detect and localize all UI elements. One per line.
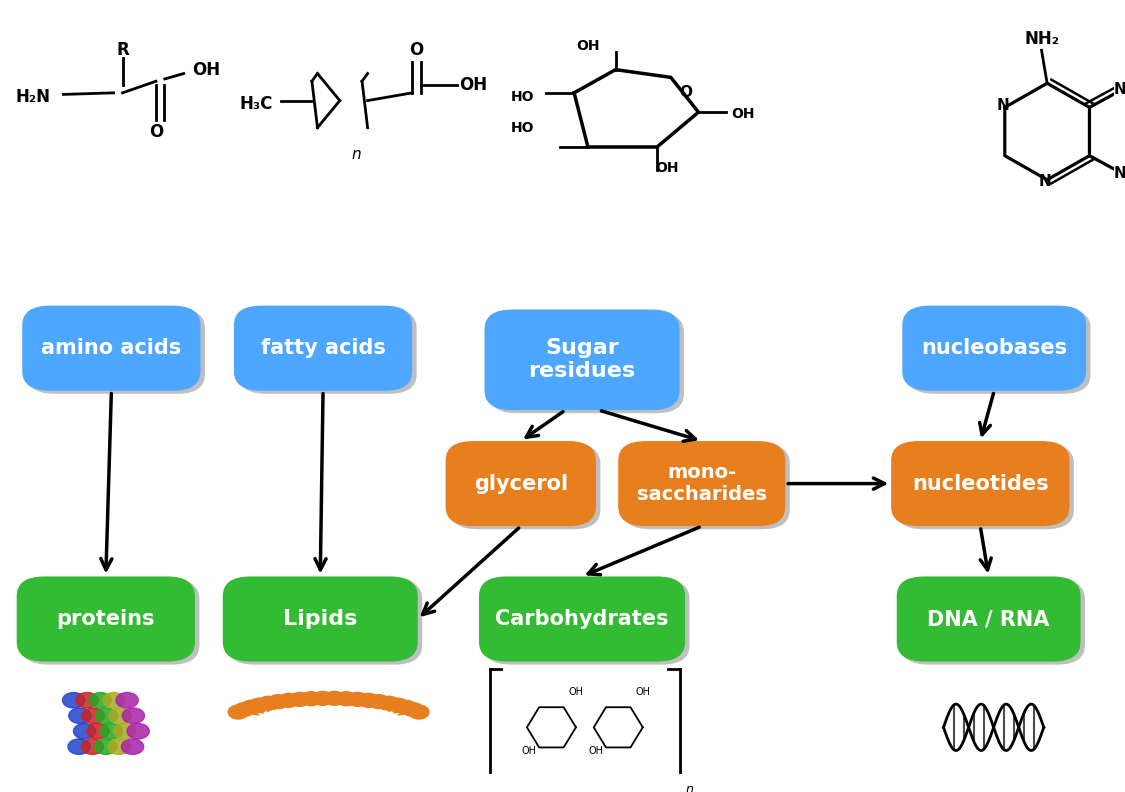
FancyBboxPatch shape [22, 306, 200, 390]
FancyBboxPatch shape [479, 577, 685, 661]
Text: HO: HO [511, 120, 534, 135]
Circle shape [324, 691, 344, 706]
Text: OH: OH [588, 746, 603, 756]
Text: OH: OH [731, 107, 755, 121]
Text: N: N [1114, 82, 1125, 97]
FancyBboxPatch shape [485, 310, 680, 410]
FancyBboxPatch shape [484, 580, 690, 664]
Text: N: N [1114, 166, 1125, 181]
FancyBboxPatch shape [238, 309, 416, 394]
Circle shape [250, 698, 269, 712]
Text: HO: HO [511, 89, 534, 104]
Text: Lipids: Lipids [284, 609, 358, 629]
Text: OH: OH [656, 162, 680, 175]
FancyBboxPatch shape [623, 444, 790, 529]
Circle shape [313, 691, 333, 706]
Text: OH: OH [459, 76, 487, 94]
Circle shape [94, 739, 117, 755]
Circle shape [63, 692, 84, 708]
Circle shape [122, 739, 144, 755]
Circle shape [116, 692, 138, 708]
Circle shape [241, 700, 261, 714]
Circle shape [348, 692, 368, 706]
Circle shape [68, 739, 90, 755]
Text: n: n [352, 147, 361, 162]
FancyBboxPatch shape [897, 577, 1080, 661]
Circle shape [379, 696, 399, 710]
Circle shape [234, 703, 254, 717]
Text: amino acids: amino acids [42, 338, 181, 358]
Text: N: N [997, 98, 1009, 113]
Text: nucleobases: nucleobases [921, 338, 1068, 358]
FancyBboxPatch shape [21, 580, 199, 664]
Circle shape [289, 692, 309, 706]
Circle shape [302, 691, 321, 706]
Circle shape [403, 703, 423, 717]
Text: N: N [1038, 174, 1052, 189]
Text: OH: OH [636, 687, 650, 697]
Text: OH: OH [522, 746, 537, 756]
FancyBboxPatch shape [907, 309, 1090, 394]
Circle shape [82, 708, 105, 723]
FancyBboxPatch shape [234, 306, 412, 390]
Text: Carbohydrates: Carbohydrates [495, 609, 668, 629]
Circle shape [369, 695, 389, 709]
Text: fatty acids: fatty acids [261, 338, 386, 358]
FancyBboxPatch shape [896, 444, 1074, 529]
Text: proteins: proteins [56, 609, 155, 629]
Text: O: O [680, 85, 693, 100]
Circle shape [100, 723, 123, 739]
Text: NH₂: NH₂ [1024, 29, 1059, 48]
Text: n: n [685, 783, 693, 792]
Circle shape [408, 705, 429, 719]
Circle shape [279, 693, 299, 707]
Circle shape [388, 698, 408, 712]
Circle shape [87, 723, 109, 739]
Circle shape [114, 723, 136, 739]
Circle shape [102, 692, 125, 708]
Circle shape [69, 708, 91, 723]
FancyBboxPatch shape [450, 444, 601, 529]
FancyBboxPatch shape [17, 577, 195, 661]
Circle shape [127, 723, 150, 739]
Circle shape [81, 739, 104, 755]
Circle shape [396, 700, 416, 714]
Text: OH: OH [568, 687, 584, 697]
Circle shape [96, 708, 118, 723]
FancyBboxPatch shape [902, 306, 1086, 390]
FancyBboxPatch shape [901, 580, 1084, 664]
Circle shape [359, 693, 379, 707]
Text: Sugar
residues: Sugar residues [529, 338, 636, 382]
FancyBboxPatch shape [227, 580, 422, 664]
Text: OH: OH [576, 40, 600, 53]
Circle shape [123, 708, 144, 723]
Text: mono-
saccharides: mono- saccharides [637, 463, 767, 504]
FancyBboxPatch shape [619, 441, 785, 526]
Circle shape [109, 708, 132, 723]
Circle shape [228, 705, 249, 719]
Text: O: O [148, 123, 163, 140]
Text: DNA / RNA: DNA / RNA [927, 609, 1050, 629]
Text: R: R [116, 41, 129, 59]
FancyBboxPatch shape [446, 441, 596, 526]
Text: O: O [410, 41, 424, 59]
Circle shape [108, 739, 130, 755]
Circle shape [75, 692, 98, 708]
Text: H₃C: H₃C [240, 96, 273, 113]
Circle shape [268, 695, 288, 709]
Circle shape [89, 692, 111, 708]
Text: glycerol: glycerol [474, 474, 568, 493]
FancyBboxPatch shape [223, 577, 417, 661]
FancyBboxPatch shape [891, 441, 1070, 526]
Text: OH: OH [192, 61, 221, 78]
Text: H₂N: H₂N [16, 88, 51, 105]
Circle shape [336, 691, 357, 706]
Circle shape [259, 696, 278, 710]
FancyBboxPatch shape [27, 309, 205, 394]
Text: nucleotides: nucleotides [912, 474, 1048, 493]
Circle shape [73, 723, 96, 739]
FancyBboxPatch shape [489, 313, 684, 413]
